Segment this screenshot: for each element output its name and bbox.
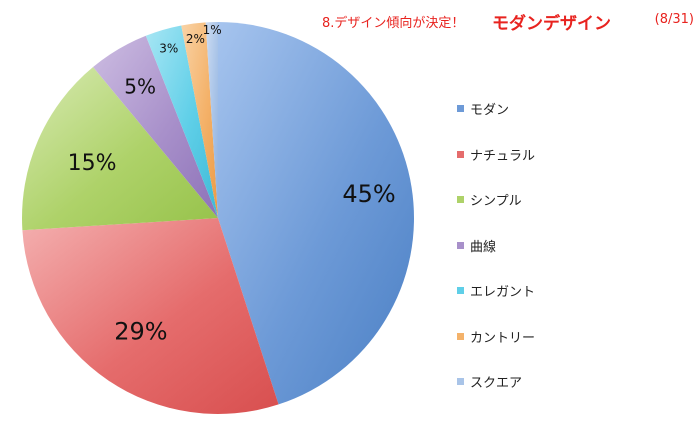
- legend-label: スクエア: [470, 376, 523, 392]
- data-label-3: 5%: [124, 74, 156, 98]
- legend-swatch: [457, 150, 464, 158]
- data-label-6: 1%: [203, 23, 222, 37]
- pie-data-labels: 45% 29% 15% 5% 3% 2%1%: [68, 23, 396, 346]
- legend-swatch: [457, 196, 464, 204]
- legend-label: 曲線: [470, 239, 497, 255]
- legend-item: モダン: [457, 86, 577, 132]
- legend-label: シンプル: [470, 194, 522, 210]
- data-label-5: 2%: [186, 32, 205, 46]
- slice-6: [205, 22, 218, 218]
- legend-swatch: [457, 241, 464, 249]
- legend-label: ナチュラル: [470, 148, 536, 164]
- chart-title: 8.デザイン傾向が決定！ モダンデザイン (8/31): [322, 8, 694, 34]
- slice-0: [218, 22, 414, 405]
- slice-4: [145, 25, 218, 219]
- title-highlight: モダンデザイン: [492, 14, 611, 34]
- slice-3: [93, 35, 218, 218]
- legend-label: モダン: [470, 103, 510, 119]
- legend-item: カントリー: [457, 314, 577, 360]
- chart-legend: モダンナチュラルシンプル曲線エレガントカントリースクエア: [457, 86, 577, 405]
- legend-label: カントリー: [470, 330, 536, 346]
- legend-swatch: [457, 378, 464, 386]
- legend-label: エレガント: [470, 285, 536, 301]
- data-label-4: 3%: [159, 42, 178, 56]
- legend-swatch: [457, 105, 464, 113]
- legend-swatch: [457, 287, 464, 295]
- legend-item: 曲線: [457, 223, 577, 269]
- pie-slices: [21, 22, 414, 414]
- legend-item: ナチュラル: [457, 132, 577, 178]
- title-date: (8/31): [654, 12, 694, 27]
- slice-2: [21, 66, 218, 231]
- data-label-2: 15%: [68, 151, 117, 176]
- slice-1: [22, 218, 279, 414]
- legend-item: エレガント: [457, 268, 577, 314]
- legend-item: シンプル: [457, 177, 577, 223]
- data-label-1: 29%: [114, 317, 167, 345]
- slice-5: [181, 22, 218, 218]
- legend-swatch: [457, 332, 464, 340]
- title-prefix: 8.デザイン傾向が決定！: [322, 16, 465, 31]
- legend-item: スクエア: [457, 359, 577, 405]
- data-label-0: 45%: [342, 180, 395, 208]
